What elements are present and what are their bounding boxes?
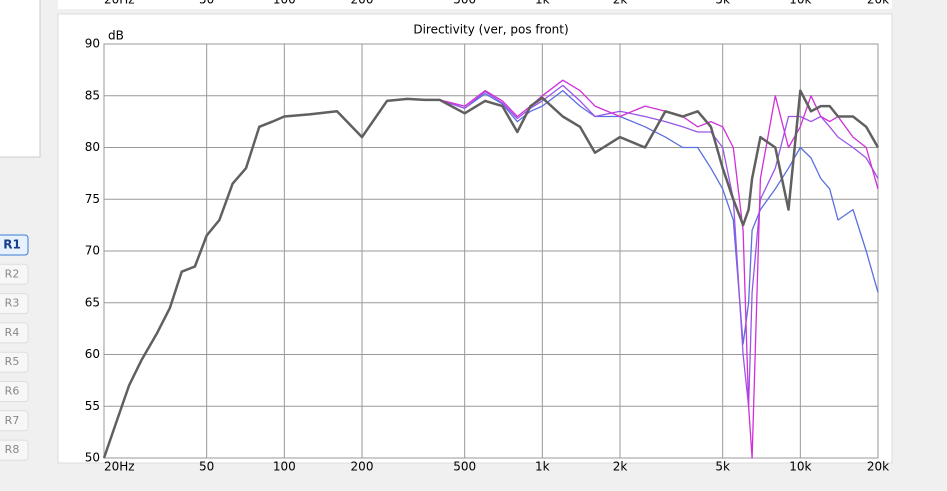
side-button-label[interactable]: R2 — [5, 267, 20, 280]
side-button-label[interactable]: R6 — [5, 385, 20, 398]
y-tick-label: 85 — [85, 88, 100, 102]
x-tick-label: 100 — [273, 460, 296, 474]
side-button[interactable] — [0, 381, 29, 402]
y-tick-label: 90 — [85, 37, 100, 51]
y-axis-label: dB — [108, 29, 124, 43]
side-button[interactable] — [0, 263, 29, 285]
side-button[interactable] — [0, 293, 29, 315]
side-button[interactable] — [0, 234, 29, 256]
y-tick-label: 60 — [85, 347, 100, 361]
top-strip-label: 1k — [535, 0, 550, 7]
top-strip-label: 20k — [867, 0, 889, 7]
y-tick-label: 65 — [85, 295, 100, 309]
top-strip — [58, 0, 892, 9]
y-tick-label: 75 — [85, 192, 100, 206]
side-button-label[interactable]: R3 — [5, 297, 20, 310]
data-line — [102, 89, 880, 459]
side-button-label[interactable]: R7 — [5, 414, 20, 427]
side-button-label[interactable]: R8 — [5, 443, 20, 456]
side-button-label[interactable]: R5 — [5, 355, 20, 368]
x-tick-label: 1k — [535, 460, 550, 474]
side-panel — [0, 0, 41, 158]
top-strip-label: 20Hz — [104, 0, 135, 7]
top-strip-label: 2k — [613, 0, 628, 7]
x-tick-label: 20Hz — [104, 460, 135, 474]
side-button[interactable] — [0, 410, 29, 432]
chart-title: Directivity (ver, pos front) — [413, 23, 568, 37]
y-tick-label: 70 — [85, 244, 100, 258]
side-button[interactable] — [0, 322, 29, 344]
side-button-label[interactable]: R4 — [5, 326, 20, 339]
top-strip-label: 200 — [351, 0, 374, 7]
top-strip-label: 5k — [715, 0, 730, 7]
x-tick-label: 200 — [351, 460, 374, 474]
x-tick-label: 2k — [613, 460, 628, 474]
x-tick-label: 5k — [715, 460, 730, 474]
side-button[interactable] — [0, 439, 29, 461]
x-tick-label: 20k — [867, 460, 889, 474]
y-tick-label: 55 — [85, 399, 100, 413]
side-button[interactable] — [0, 351, 29, 373]
top-strip-label: 100 — [273, 0, 296, 7]
top-strip-label: 500 — [453, 0, 476, 7]
y-tick-label: 80 — [85, 140, 100, 154]
x-tick-label: 500 — [453, 460, 476, 474]
top-strip-label: 10k — [789, 0, 811, 7]
top-strip-label: 50 — [199, 0, 214, 7]
x-tick-label: 50 — [199, 460, 214, 474]
side-button-label[interactable]: R1 — [3, 238, 21, 252]
y-tick-label: 50 — [85, 451, 100, 465]
x-tick-label: 10k — [789, 460, 811, 474]
